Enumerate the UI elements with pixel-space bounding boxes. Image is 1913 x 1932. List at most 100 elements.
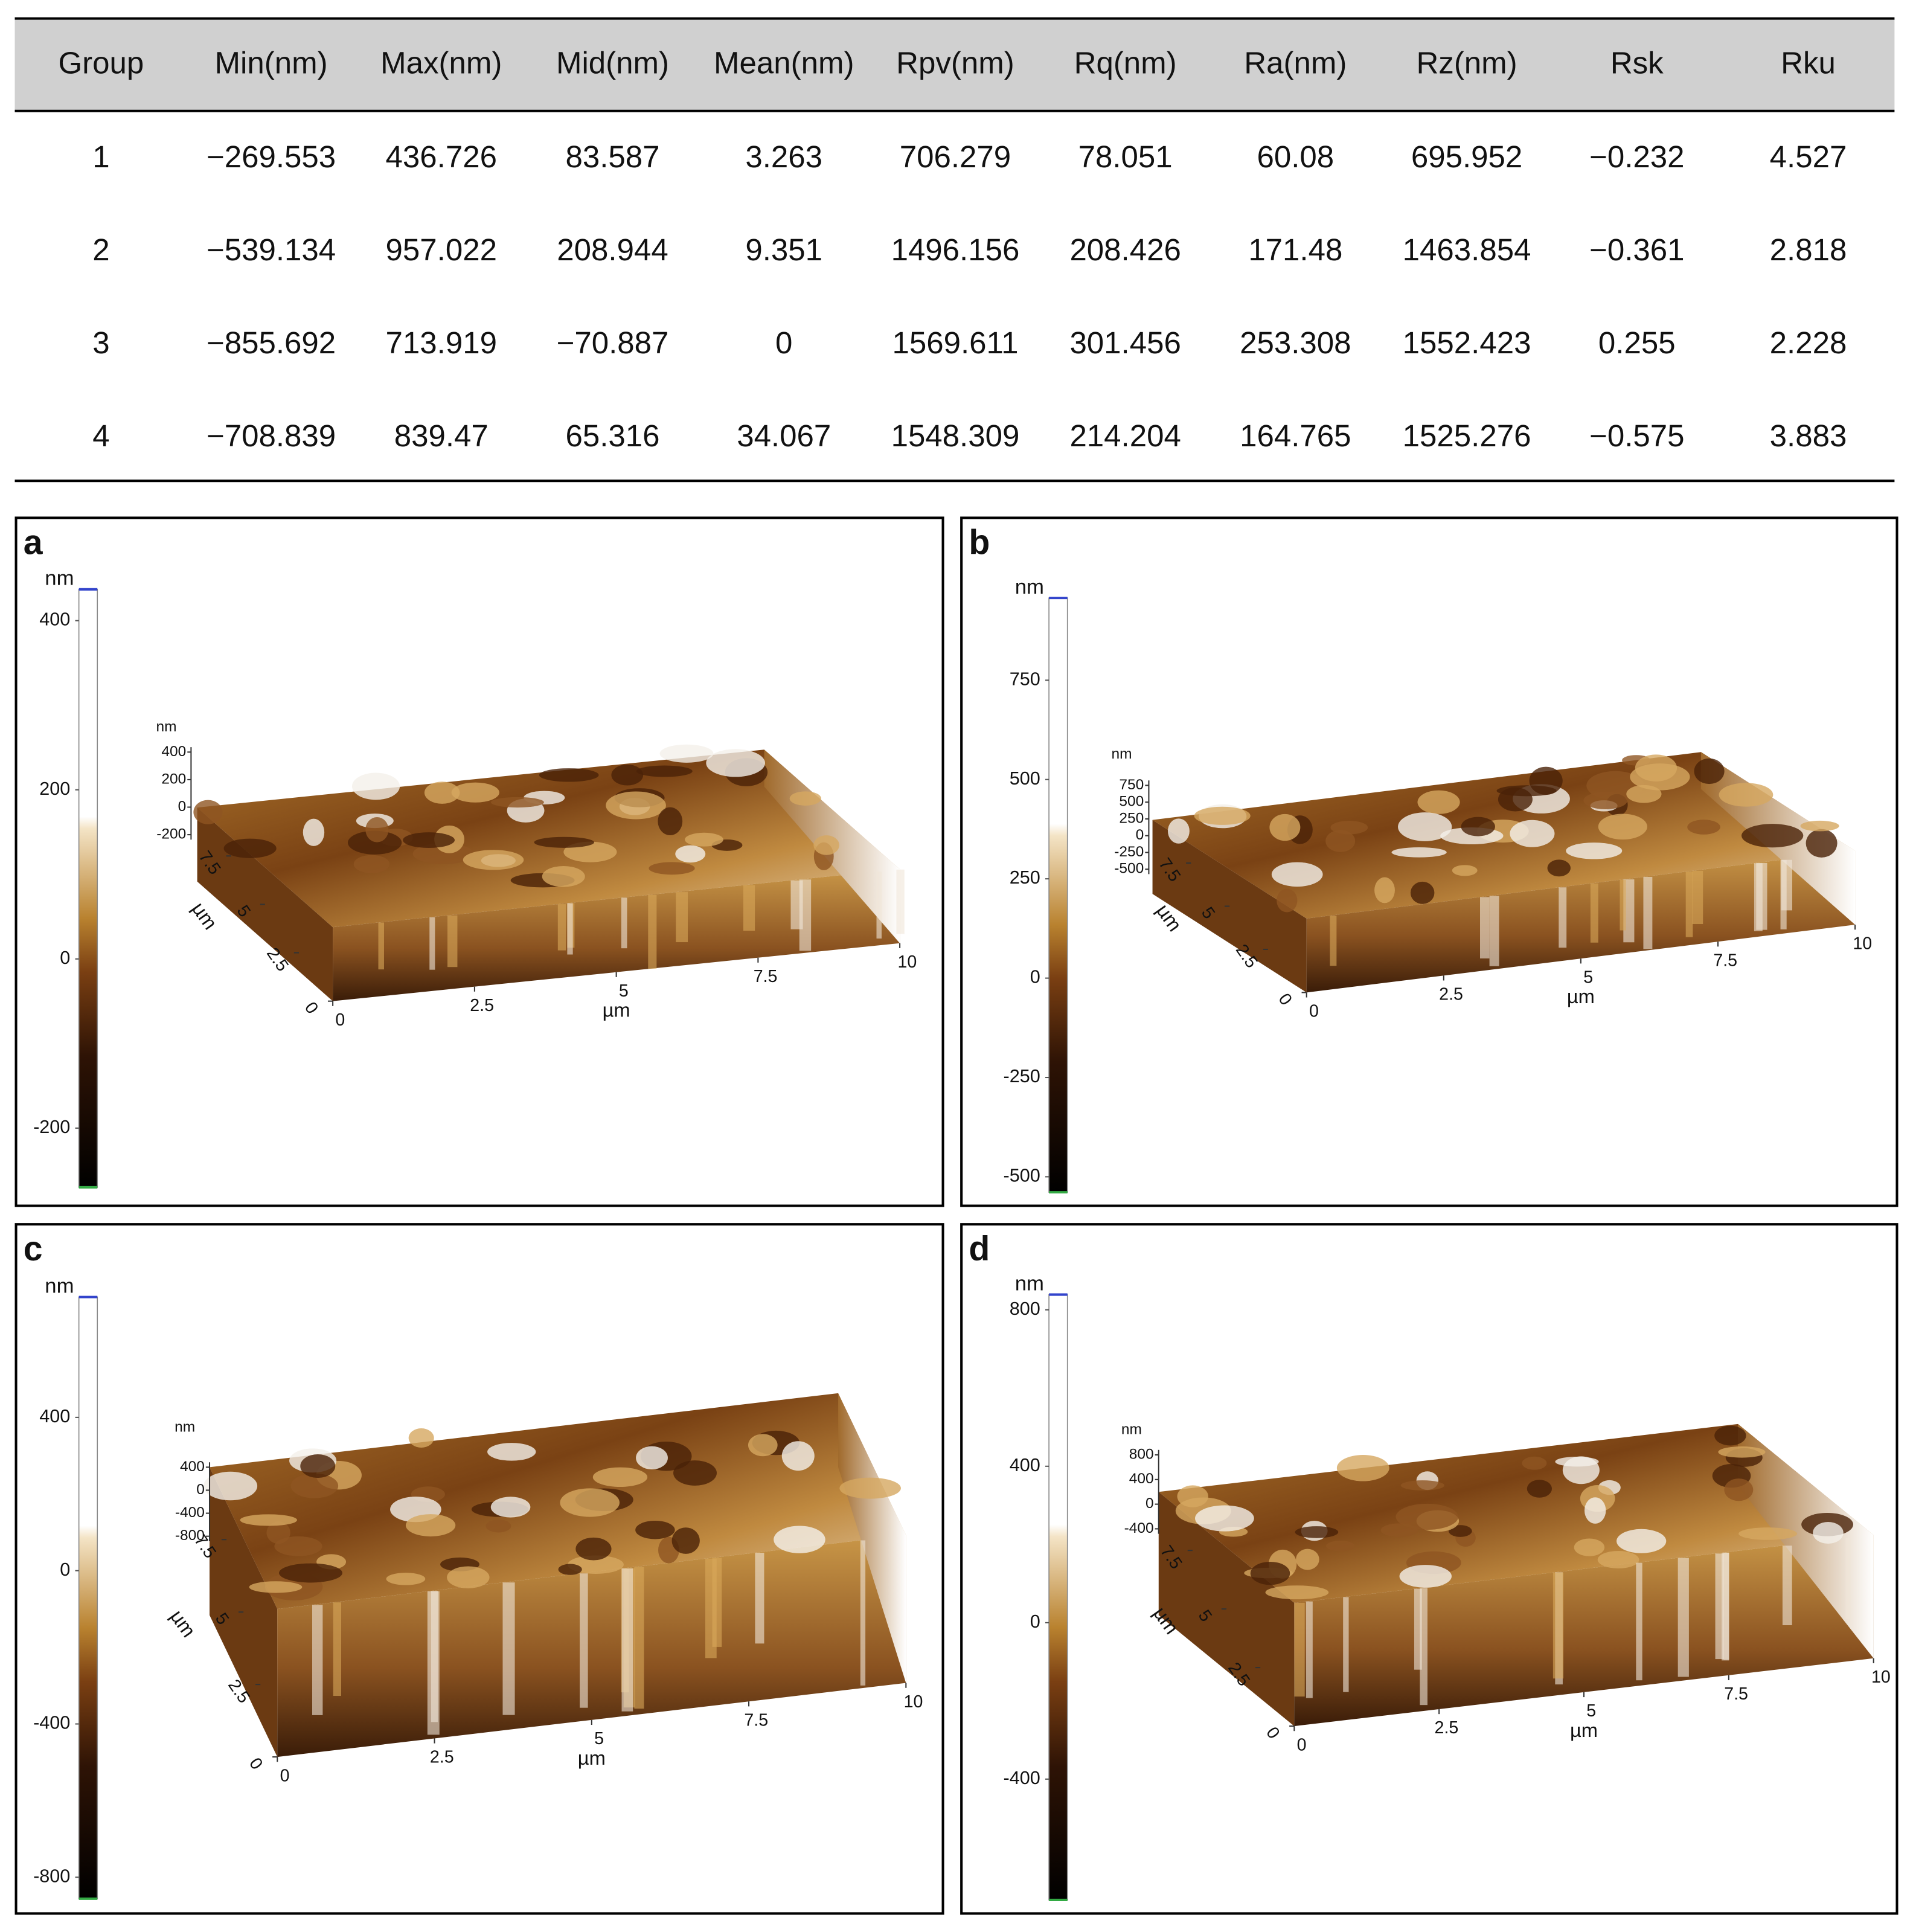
surface-bump xyxy=(1522,1456,1547,1470)
table-header: Mean(nm) xyxy=(714,46,854,80)
surface-bump xyxy=(1417,790,1460,814)
surface-bump xyxy=(451,782,499,803)
table-cell: 1496.156 xyxy=(891,233,1020,267)
surface-bump xyxy=(1448,1525,1472,1537)
surface-bump xyxy=(403,832,455,849)
surface-front-wall xyxy=(333,869,900,1001)
surface-bump xyxy=(685,832,723,847)
colorbar-tick-label: 0 xyxy=(60,948,70,968)
surface-bump xyxy=(1813,1521,1844,1544)
colorbar xyxy=(78,1296,98,1899)
table-cell: 957.022 xyxy=(386,233,497,267)
wall-streak xyxy=(1692,870,1703,924)
wall-streak xyxy=(1723,1552,1729,1660)
z-tick-label: 400 xyxy=(161,743,186,760)
surface-bump xyxy=(1452,865,1478,876)
wall-streak xyxy=(1782,1545,1792,1626)
wall-streak xyxy=(1343,1597,1349,1692)
surface-bump xyxy=(575,1537,612,1561)
wall-streak xyxy=(580,1573,588,1708)
colorbar-tick-label: 0 xyxy=(60,1559,70,1580)
table-header: Rq(nm) xyxy=(1074,46,1177,80)
z-tick-label: -250 xyxy=(1114,844,1144,860)
wall-streak xyxy=(621,1568,633,1712)
surface-bump xyxy=(386,1573,426,1585)
wall-streak xyxy=(1590,883,1598,943)
colorbar-tick-label: 0 xyxy=(1030,1611,1040,1632)
surface-bump xyxy=(1574,1538,1605,1556)
table-cell: 208.426 xyxy=(1069,233,1181,267)
surface-bump xyxy=(447,1566,490,1588)
panel-frame xyxy=(960,516,1899,1207)
wall-streak xyxy=(1636,1562,1642,1681)
x-tick-label: 2.5 xyxy=(430,1748,454,1767)
surface-bump xyxy=(1410,881,1435,904)
wall-streak xyxy=(621,897,627,949)
wall-streak xyxy=(1845,1538,1851,1619)
surface-bump xyxy=(1194,1505,1254,1532)
wall-streak xyxy=(557,904,566,951)
y-tick-label: 0 xyxy=(301,998,322,1017)
z-tick-label: 800 xyxy=(1129,1446,1154,1462)
surface-bump xyxy=(485,1520,511,1533)
z-tick-label: 0 xyxy=(1146,1495,1154,1512)
surface-bump xyxy=(1177,1485,1208,1507)
surface-bump xyxy=(706,749,765,777)
table-cell: 3.883 xyxy=(1770,419,1847,453)
z-tick-label: 250 xyxy=(1119,810,1144,826)
colorbar-unit: nm xyxy=(1015,576,1044,599)
wall-streak xyxy=(896,869,905,934)
colorbar xyxy=(1048,1294,1068,1901)
surface-bump xyxy=(405,1514,456,1537)
surface-bump xyxy=(1742,824,1804,848)
colorbar-unit: nm xyxy=(1015,1272,1044,1295)
surface-bump xyxy=(636,1446,668,1470)
surface-bump xyxy=(1510,820,1555,847)
z-unit: nm xyxy=(175,1419,195,1436)
z-tick-label: 400 xyxy=(180,1459,205,1475)
surface-bump xyxy=(193,800,223,824)
surface-bump xyxy=(274,1536,322,1556)
panel-frame xyxy=(14,1223,944,1915)
surface-bump xyxy=(491,797,544,808)
wall-streak xyxy=(676,892,688,943)
surface-bump xyxy=(1635,754,1677,781)
surface-bump xyxy=(240,1514,297,1526)
table-cell: 83.587 xyxy=(565,140,659,174)
colorbar-tick-label: -800 xyxy=(33,1866,70,1886)
z-tick-label: 400 xyxy=(1129,1471,1154,1487)
table-cell: 2.228 xyxy=(1770,326,1847,360)
surface-bump xyxy=(774,1526,825,1553)
panel-frame xyxy=(960,1223,1899,1915)
surface-bump xyxy=(347,830,402,855)
z-tick-label: 200 xyxy=(161,771,186,787)
table-cell: 1552.423 xyxy=(1403,326,1531,360)
surface-left-wall xyxy=(1158,1492,1295,1727)
surface-bump xyxy=(1336,1455,1389,1481)
table-header: Rku xyxy=(1781,46,1836,80)
table-cell: 65.316 xyxy=(565,419,659,453)
colorbar-tick-label: 400 xyxy=(1010,1455,1040,1475)
surface-bump xyxy=(353,855,390,873)
x-tick-label: 5 xyxy=(594,1729,604,1748)
x-tick-label: 2.5 xyxy=(1439,985,1463,1004)
table-cell: −708.839 xyxy=(207,419,336,453)
surface-bump xyxy=(408,1428,434,1448)
wall-streak xyxy=(1489,896,1499,966)
wall-streak xyxy=(1754,863,1763,931)
z-tick-label: -800 xyxy=(175,1527,205,1544)
z-tick-label: 500 xyxy=(1119,794,1144,810)
surface-bump xyxy=(1566,842,1623,859)
surface-bump xyxy=(1724,1478,1754,1501)
x-tick-label: 0 xyxy=(335,1010,345,1030)
table-cell: 2 xyxy=(92,233,109,267)
surface-bump xyxy=(606,791,666,820)
surface-bump xyxy=(1562,1456,1600,1484)
table-header: Rpv(nm) xyxy=(896,46,1014,80)
table-cell: 436.726 xyxy=(386,140,497,174)
colorbar-tick-label: 750 xyxy=(1010,669,1040,689)
table-cell: 1569.611 xyxy=(892,326,1018,360)
table-cell: 1463.854 xyxy=(1403,233,1531,267)
surface-bump xyxy=(1687,820,1720,835)
surface-bump xyxy=(1295,1526,1339,1538)
